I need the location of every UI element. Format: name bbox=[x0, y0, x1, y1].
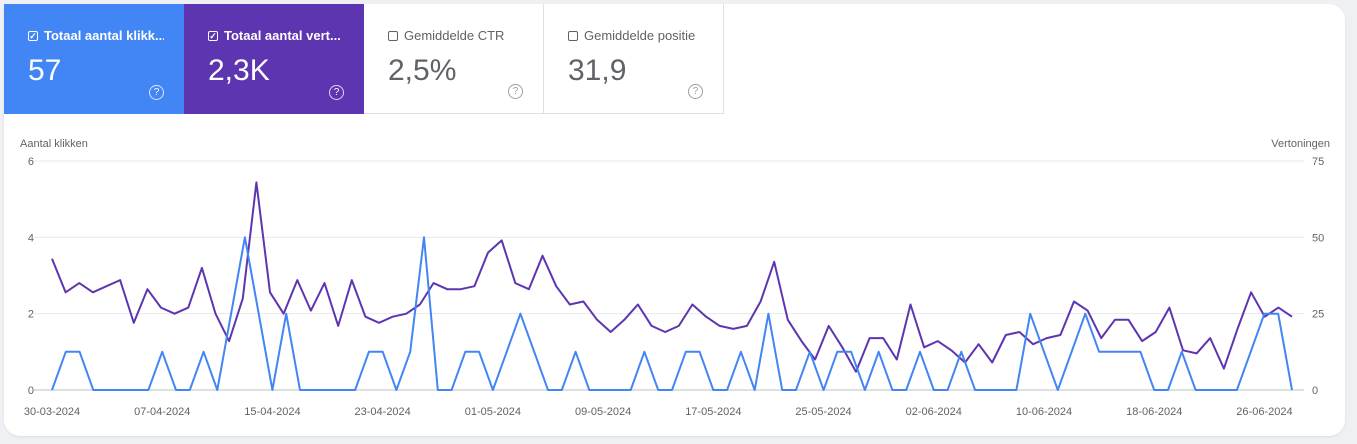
tile-value: 57 bbox=[28, 54, 62, 87]
left-tick-label: 0 bbox=[28, 385, 34, 397]
right-tick-label: 25 bbox=[1312, 309, 1324, 321]
x-tick-label: 26-06-2024 bbox=[1236, 406, 1292, 418]
left-tick-label: 4 bbox=[28, 232, 34, 244]
tile-label: Gemiddelde positie bbox=[584, 28, 696, 43]
x-tick-label: 01-05-2024 bbox=[465, 406, 521, 418]
x-tick-label: 07-04-2024 bbox=[134, 406, 190, 418]
checkbox-checked-icon[interactable]: ✓ bbox=[208, 30, 218, 41]
left-tick-label: 2 bbox=[28, 309, 34, 321]
tile-label: Gemiddelde CTR bbox=[404, 28, 505, 43]
x-tick-label: 02-06-2024 bbox=[906, 406, 962, 418]
checkbox-checked-icon[interactable]: ✓ bbox=[28, 30, 38, 41]
help-icon[interactable]: ? bbox=[329, 85, 344, 100]
x-tick-label: 10-06-2024 bbox=[1016, 406, 1072, 418]
clicks-series-line bbox=[51, 236, 1293, 391]
right-tick-label: 75 bbox=[1312, 156, 1324, 168]
checkbox-unchecked-icon[interactable] bbox=[568, 30, 578, 41]
left-axis-title: Aantal klikken bbox=[20, 138, 88, 150]
performance-chart[interactable]: 6 75 4 50 2 25 0 0 30-03-2024 07-04-2024 15-04-202… bbox=[4, 4, 1345, 436]
x-tick-label: 15-04-2024 bbox=[244, 406, 300, 418]
tile-average-ctr[interactable]: Gemiddelde CTR 2,5% ? bbox=[364, 4, 544, 114]
x-tick-label: 23-04-2024 bbox=[355, 406, 411, 418]
performance-card: ✓ Totaal aantal klikk... 57 ? ✓ Totaal a… bbox=[4, 4, 1345, 436]
tile-total-clicks[interactable]: ✓ Totaal aantal klikk... 57 ? bbox=[4, 4, 184, 114]
help-icon[interactable]: ? bbox=[149, 85, 164, 100]
tile-value: 2,5% bbox=[388, 54, 457, 87]
impressions-series-line bbox=[51, 181, 1293, 373]
help-icon[interactable]: ? bbox=[688, 84, 703, 99]
x-tick-label: 30-03-2024 bbox=[24, 406, 80, 418]
tile-value: 31,9 bbox=[568, 54, 627, 87]
x-tick-label: 25-05-2024 bbox=[795, 406, 851, 418]
x-tick-label: 18-06-2024 bbox=[1126, 406, 1182, 418]
checkbox-unchecked-icon[interactable] bbox=[388, 30, 398, 41]
right-tick-label: 0 bbox=[1312, 385, 1318, 397]
x-tick-label: 09-05-2024 bbox=[575, 406, 631, 418]
tile-average-position[interactable]: Gemiddelde positie 31,9 ? bbox=[544, 4, 724, 114]
metric-tiles: ✓ Totaal aantal klikk... 57 ? ✓ Totaal a… bbox=[4, 4, 724, 114]
right-tick-label: 50 bbox=[1312, 232, 1324, 244]
tile-total-impressions[interactable]: ✓ Totaal aantal vert... 2,3K ? bbox=[184, 4, 364, 114]
tile-label: Totaal aantal klikk... bbox=[44, 28, 164, 43]
x-tick-label: 17-05-2024 bbox=[685, 406, 741, 418]
help-icon[interactable]: ? bbox=[508, 84, 523, 99]
right-axis-title: Vertoningen bbox=[1271, 138, 1330, 150]
left-tick-label: 6 bbox=[28, 156, 34, 168]
tile-value: 2,3K bbox=[208, 54, 270, 87]
tile-label: Totaal aantal vert... bbox=[224, 28, 341, 43]
